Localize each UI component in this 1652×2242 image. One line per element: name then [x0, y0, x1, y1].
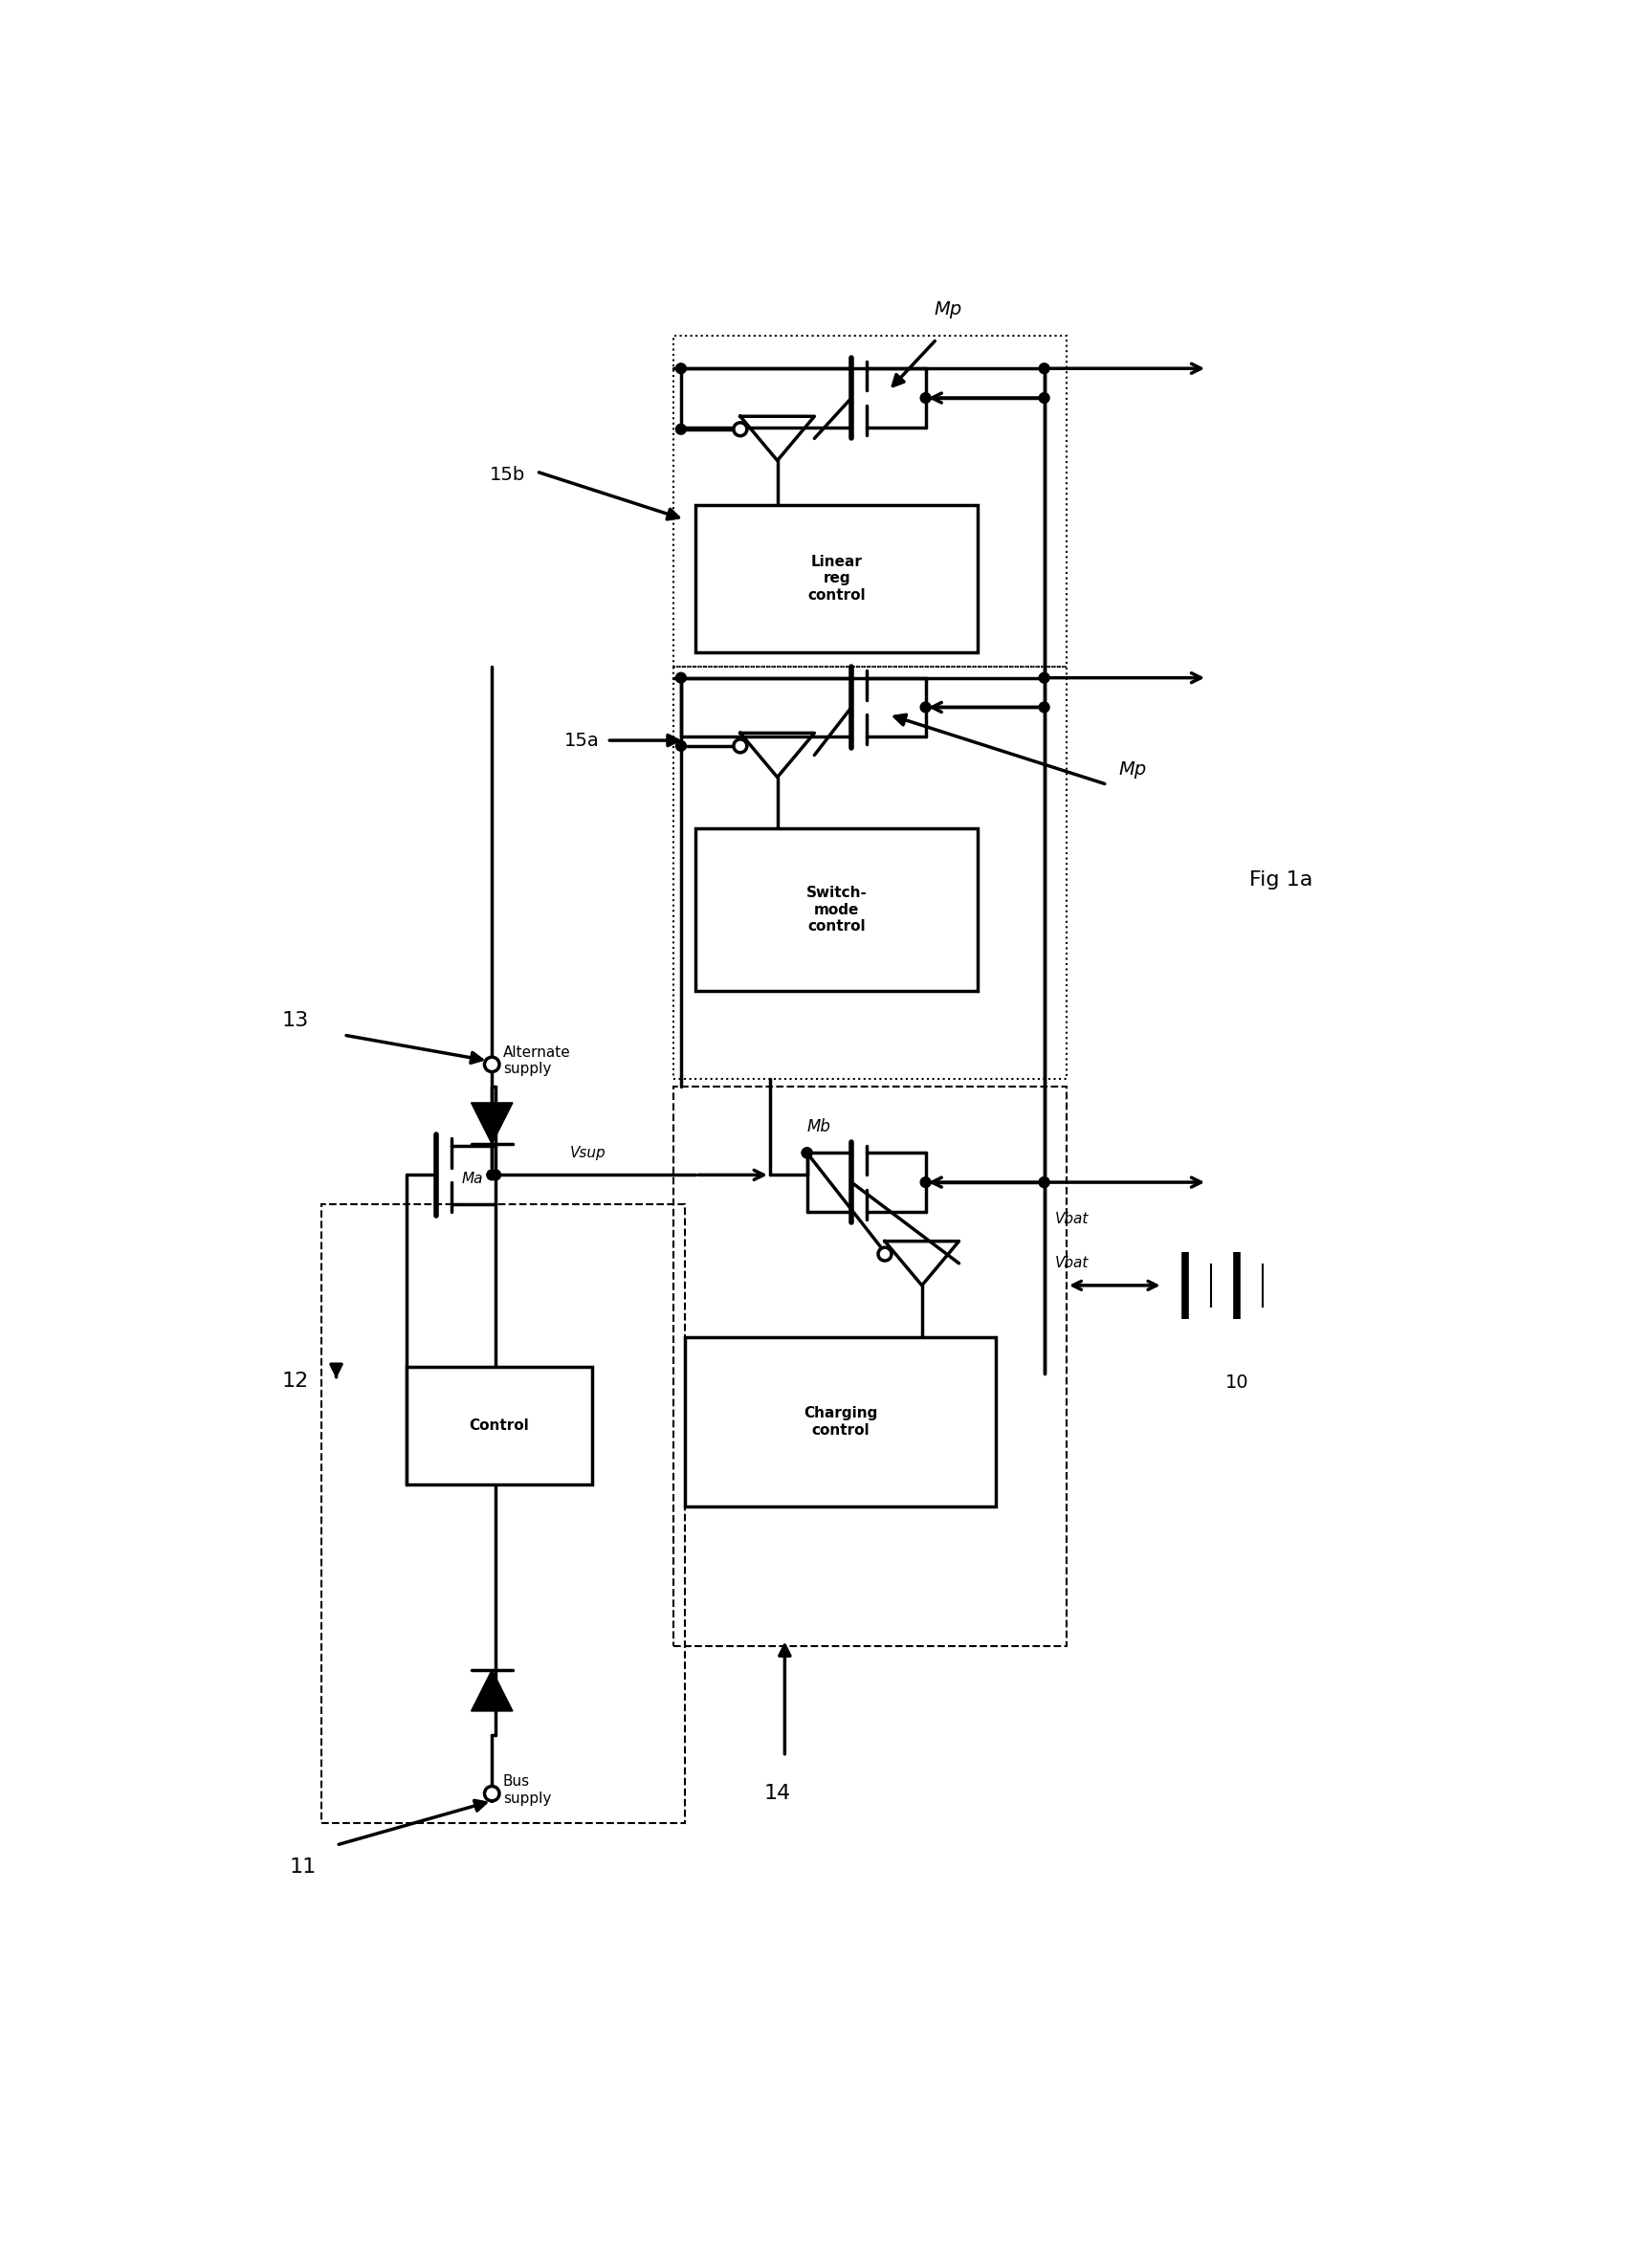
Circle shape — [801, 1148, 813, 1157]
Bar — [674, 666, 1067, 1078]
Circle shape — [1039, 363, 1049, 374]
Bar — [695, 830, 978, 991]
Text: 15a: 15a — [565, 731, 600, 749]
Circle shape — [879, 1247, 892, 1260]
Circle shape — [733, 740, 747, 753]
Text: Alternate
supply: Alternate supply — [504, 1045, 570, 1076]
Circle shape — [1039, 1177, 1049, 1188]
Circle shape — [920, 1177, 930, 1188]
Bar — [674, 336, 1067, 666]
Text: Bus
supply: Bus supply — [504, 1773, 552, 1805]
Text: 15b: 15b — [489, 466, 525, 484]
Bar — [695, 504, 978, 652]
Text: Mp: Mp — [1118, 760, 1146, 778]
Bar — [674, 1087, 1067, 1646]
Text: Control: Control — [469, 1419, 529, 1433]
Bar — [406, 1365, 591, 1484]
Text: Vbat: Vbat — [1056, 1256, 1089, 1271]
Text: Linear
reg
control: Linear reg control — [808, 554, 866, 603]
Text: Fig 1a: Fig 1a — [1249, 870, 1313, 890]
Circle shape — [920, 392, 930, 404]
Polygon shape — [471, 1103, 512, 1143]
Circle shape — [801, 1148, 813, 1157]
Circle shape — [484, 1056, 499, 1072]
Circle shape — [920, 702, 930, 713]
Text: 12: 12 — [282, 1372, 309, 1390]
Text: Ma: Ma — [461, 1170, 482, 1186]
Circle shape — [676, 424, 686, 435]
Polygon shape — [471, 1670, 512, 1711]
Circle shape — [484, 1787, 499, 1800]
Text: 14: 14 — [763, 1785, 791, 1803]
Circle shape — [676, 740, 686, 751]
Circle shape — [676, 363, 686, 374]
Text: Vbat: Vbat — [1056, 1213, 1089, 1226]
Text: 11: 11 — [289, 1859, 317, 1877]
Circle shape — [733, 421, 747, 435]
Circle shape — [1039, 702, 1049, 713]
Circle shape — [676, 673, 686, 684]
Circle shape — [487, 1170, 497, 1179]
Circle shape — [491, 1170, 501, 1179]
Text: Vsup: Vsup — [570, 1146, 606, 1159]
Text: 13: 13 — [282, 1011, 309, 1029]
Text: Charging
control: Charging control — [803, 1406, 877, 1437]
Bar — [684, 1336, 996, 1507]
Bar — [322, 1204, 684, 1823]
Circle shape — [1039, 1177, 1049, 1188]
Circle shape — [1039, 673, 1049, 684]
Text: 10: 10 — [1226, 1374, 1249, 1392]
Text: Switch-
mode
control: Switch- mode control — [806, 886, 867, 933]
Circle shape — [1039, 392, 1049, 404]
Text: Mb: Mb — [806, 1119, 831, 1137]
Text: Mp: Mp — [933, 300, 961, 318]
